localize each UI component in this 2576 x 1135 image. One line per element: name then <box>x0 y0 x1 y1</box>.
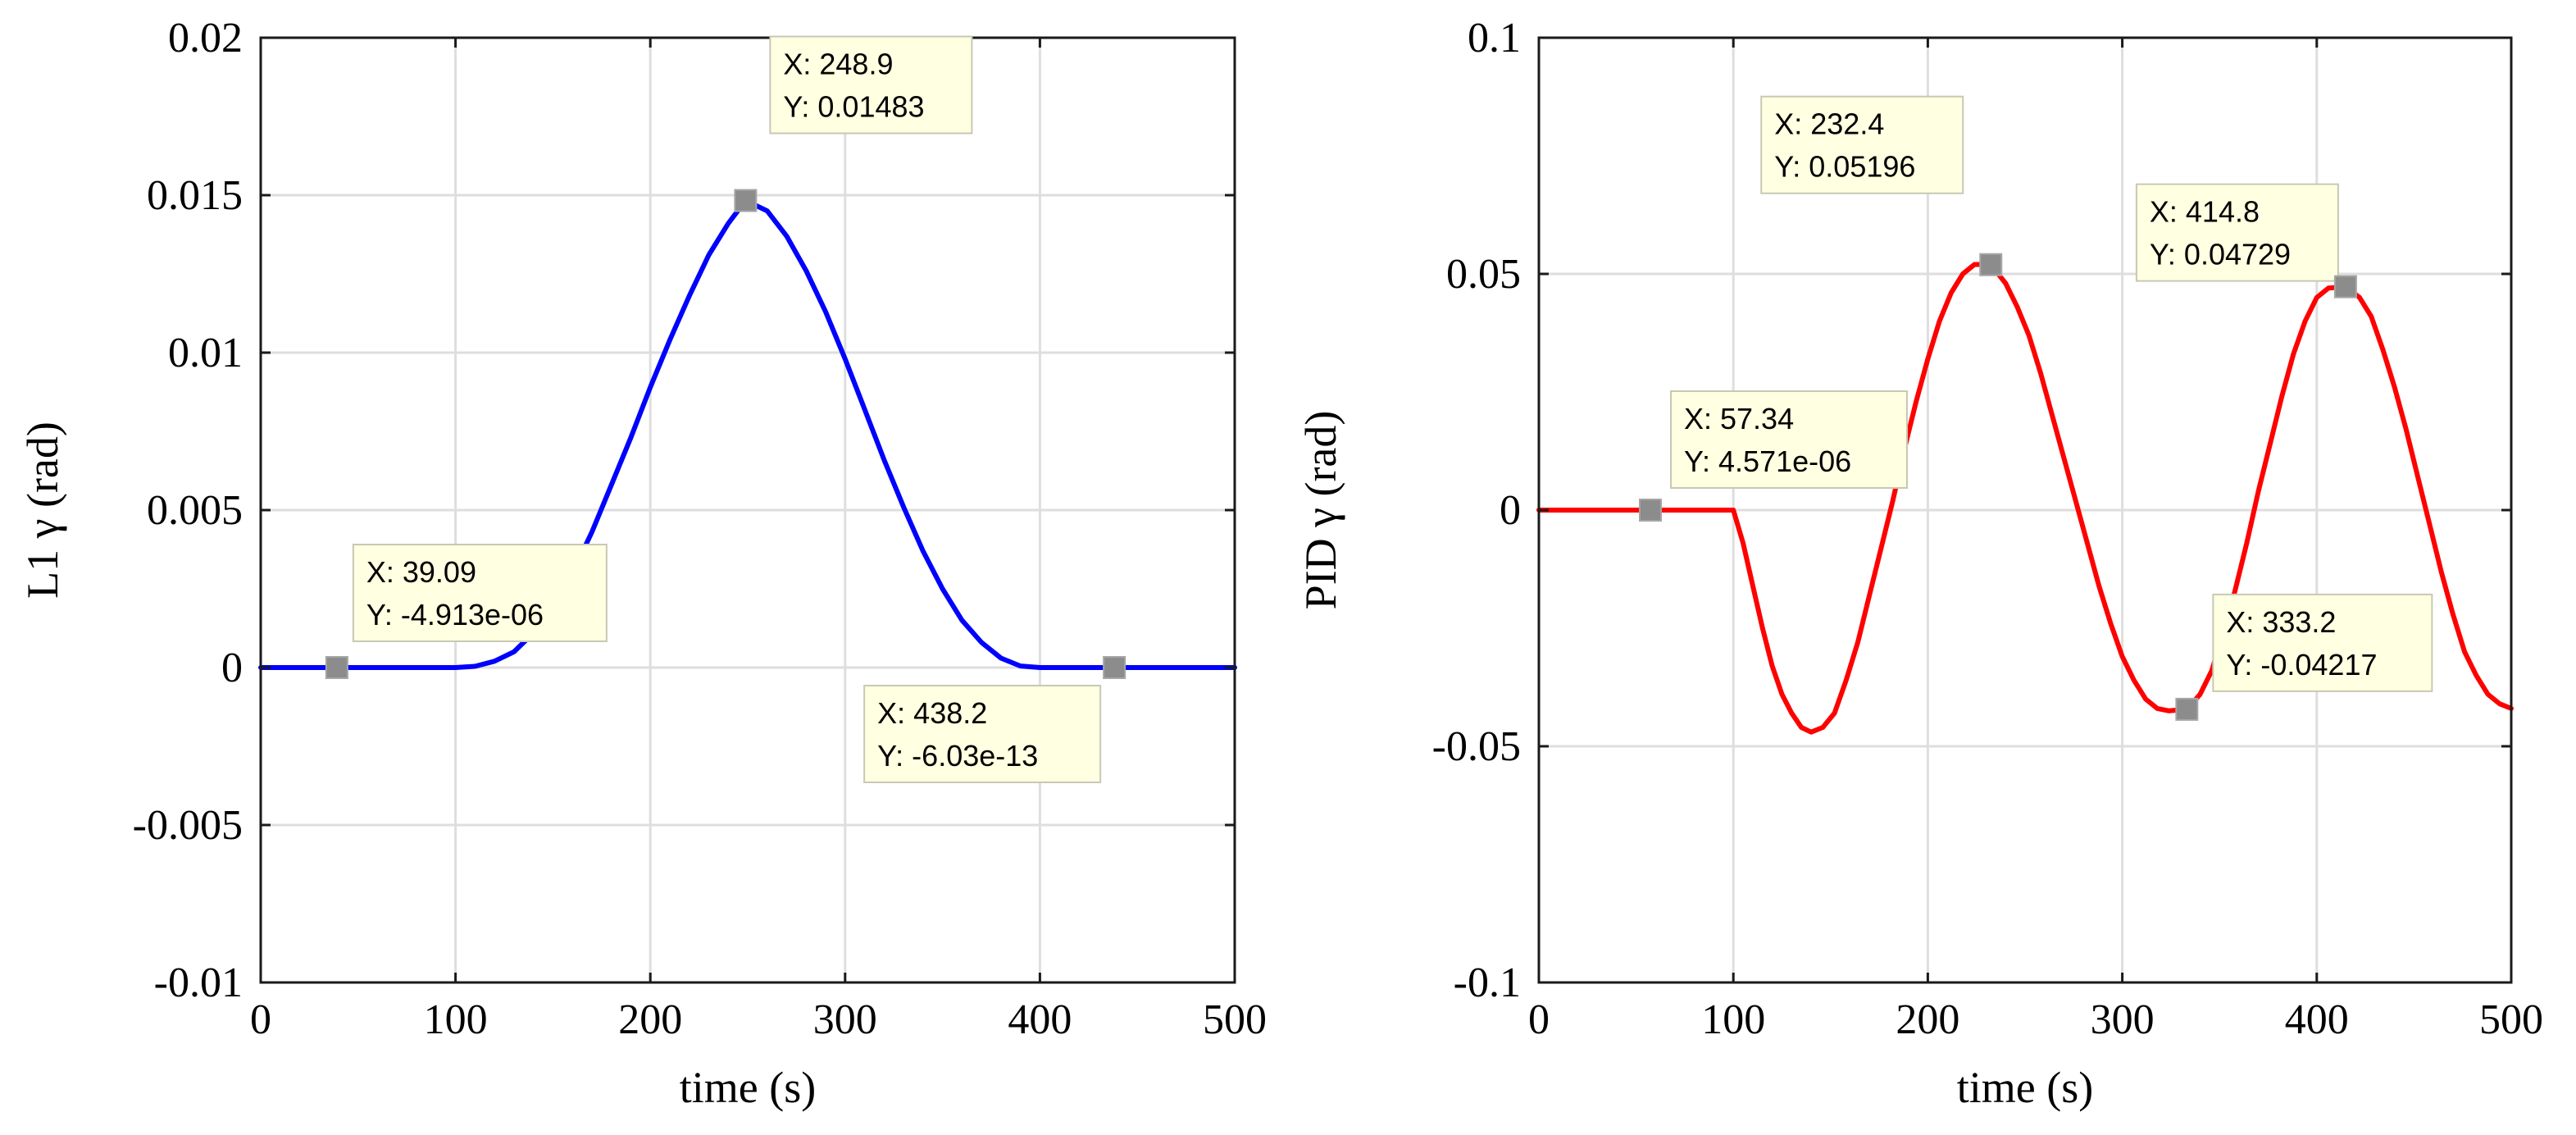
l1-y-tick-label: 0.005 <box>147 487 243 534</box>
l1-x-tick-label: 200 <box>618 996 682 1043</box>
l1-y-tick-label: 0 <box>221 645 243 691</box>
pid-datatip[interactable]: X: 333.2 Y: -0.04217 <box>2175 593 2433 721</box>
pid-datatip-x-label: X: 333.2 <box>2226 605 2336 639</box>
pid-datatip-y-label: Y: 0.04729 <box>2150 238 2291 271</box>
l1-datatip-box <box>352 544 608 642</box>
l1-datatip-y-label: Y: 0.01483 <box>783 90 924 124</box>
pid-x-tick-label: 400 <box>2285 996 2349 1043</box>
l1-x-tick-label: 0 <box>250 996 271 1043</box>
l1-datatip-marker[interactable] <box>734 189 758 212</box>
pid-x-tick-label: 500 <box>2479 996 2543 1043</box>
l1-datatip-x-label: X: 39.09 <box>366 555 476 589</box>
pid-x-tick-label: 200 <box>1896 996 1959 1043</box>
pid-datatip-marker[interactable] <box>2333 275 2357 299</box>
l1-datatip-marker[interactable] <box>325 656 348 679</box>
pid-y-tick-label: -0.05 <box>1432 723 1521 770</box>
pid-y-axis-title: PID γ (rad) <box>1296 411 1345 610</box>
l1-datatip-box <box>863 685 1102 783</box>
pid-datatip-x-label: X: 232.4 <box>1774 107 1884 141</box>
pid-datatip-box <box>1670 390 1909 489</box>
pid-datatip[interactable]: X: 414.8 Y: 0.04729 <box>2135 183 2357 299</box>
pid-y-tick-label: 0.05 <box>1446 251 1521 298</box>
pid-x-tick-label: 0 <box>1528 996 1550 1043</box>
pid-datatip-marker[interactable] <box>1639 499 1663 522</box>
pid-x-axis-title: time (s) <box>1957 1063 2093 1112</box>
l1-datatip-y-label: Y: -4.913e-06 <box>366 598 544 631</box>
l1-datatip[interactable]: X: 39.09 Y: -4.913e-06 <box>325 544 608 679</box>
l1-x-tick-label: 300 <box>813 996 877 1043</box>
pid-y-tick-label: 0.1 <box>1468 15 1521 62</box>
l1-datatip[interactable]: X: 438.2 Y: -6.03e-13 <box>863 656 1126 783</box>
pid-datatip-marker[interactable] <box>2175 697 2199 721</box>
pid-datatip[interactable]: X: 57.34 Y: 4.571e-06 <box>1639 390 1909 522</box>
l1-y-tick-label: 0.02 <box>168 15 243 62</box>
l1-x-tick-label: 100 <box>424 996 488 1043</box>
pid-x-tick-label: 300 <box>2091 996 2155 1043</box>
pid-datatip-x-label: X: 414.8 <box>2150 195 2260 229</box>
pid-datatip-y-label: Y: 0.05196 <box>1774 150 1915 184</box>
pid-x-tick-label: 100 <box>1701 996 1765 1043</box>
pid-datatip-y-label: Y: -0.04217 <box>2226 648 2377 681</box>
l1-y-tick-label: -0.005 <box>133 802 243 849</box>
l1-datatip-y-label: Y: -6.03e-13 <box>877 739 1038 773</box>
l1-y-tick-label: -0.01 <box>154 960 243 1006</box>
pid-datatip-marker[interactable] <box>1979 253 2003 276</box>
l1-chart: 0 100 200 300 400 500 -0.01 -0.005 0 0.005 0.01 0.0… <box>18 15 1267 1112</box>
l1-y-axis-title: L1 γ (rad) <box>18 422 67 599</box>
pid-datatip-box <box>2212 593 2433 692</box>
pid-datatip-box <box>1760 95 1964 194</box>
pid-datatip[interactable]: X: 232.4 Y: 0.05196 <box>1760 95 2003 276</box>
l1-x-axis-title: time (s) <box>680 1063 816 1112</box>
pid-y-tick-label: -0.1 <box>1454 960 1521 1006</box>
pid-series-line <box>1536 262 2514 735</box>
pid-datatip-y-label: Y: 4.571e-06 <box>1684 444 1851 478</box>
pid-y-tick-label: 0 <box>1500 487 1521 534</box>
l1-datatip-marker[interactable] <box>1103 656 1126 679</box>
l1-y-tick-label: 0.01 <box>168 330 243 376</box>
pid-datatip-x-label: X: 57.34 <box>1684 402 1794 435</box>
l1-datatip[interactable]: X: 248.9 Y: 0.01483 <box>734 35 973 212</box>
l1-x-tick-label: 500 <box>1203 996 1267 1043</box>
l1-y-tick-label: 0.015 <box>147 172 243 219</box>
l1-datatip-box <box>769 35 973 134</box>
l1-datatip-x-label: X: 248.9 <box>783 48 893 81</box>
l1-datatip-x-label: X: 438.2 <box>877 696 987 730</box>
l1-x-tick-label: 400 <box>1008 996 1072 1043</box>
pid-datatip-box <box>2135 183 2339 282</box>
pid-chart: 0 100 200 300 400 500 -0.1 -0.05 0 0.05 0.1 time (… <box>1296 15 2543 1112</box>
